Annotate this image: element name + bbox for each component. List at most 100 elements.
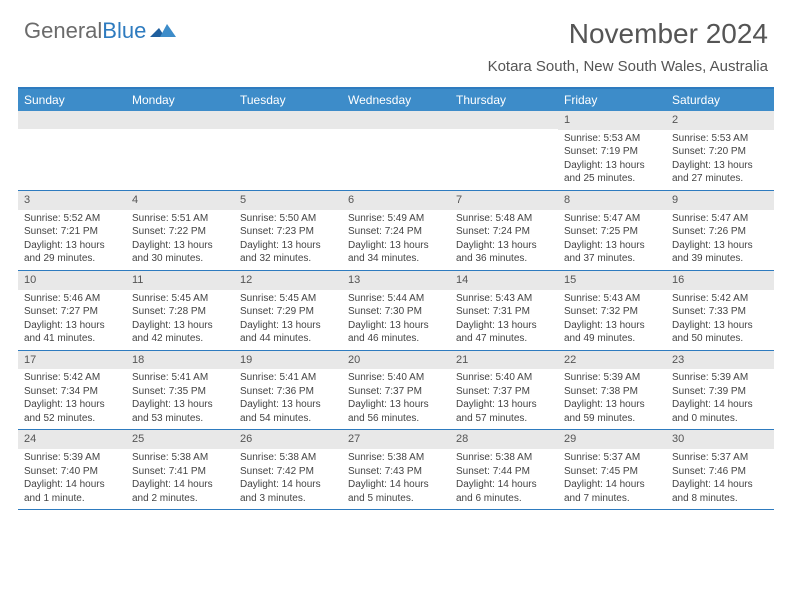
day-number: 7: [450, 191, 558, 210]
cell-line: Sunset: 7:45 PM: [564, 465, 660, 479]
calendar: Sunday Monday Tuesday Wednesday Thursday…: [18, 87, 774, 510]
day-number: 27: [342, 430, 450, 449]
calendar-cell: 16Sunrise: 5:42 AMSunset: 7:33 PMDayligh…: [666, 271, 774, 350]
cell-line: Daylight: 14 hours and 2 minutes.: [132, 478, 228, 505]
column-header: Saturday: [666, 89, 774, 111]
column-header: Thursday: [450, 89, 558, 111]
cell-line: Sunrise: 5:43 AM: [456, 292, 552, 306]
calendar-cell: 11Sunrise: 5:45 AMSunset: 7:28 PMDayligh…: [126, 271, 234, 350]
calendar-cell: 12Sunrise: 5:45 AMSunset: 7:29 PMDayligh…: [234, 271, 342, 350]
day-number: 13: [342, 271, 450, 290]
column-header: Wednesday: [342, 89, 450, 111]
cell-line: Daylight: 14 hours and 3 minutes.: [240, 478, 336, 505]
cell-body: Sunrise: 5:50 AMSunset: 7:23 PMDaylight:…: [234, 210, 342, 270]
cell-line: Sunset: 7:25 PM: [564, 225, 660, 239]
day-number: 14: [450, 271, 558, 290]
cell-body: Sunrise: 5:45 AMSunset: 7:28 PMDaylight:…: [126, 290, 234, 350]
calendar-cell: 18Sunrise: 5:41 AMSunset: 7:35 PMDayligh…: [126, 351, 234, 430]
empty-day: [18, 111, 126, 129]
calendar-cell: 22Sunrise: 5:39 AMSunset: 7:38 PMDayligh…: [558, 351, 666, 430]
calendar-cell: 9Sunrise: 5:47 AMSunset: 7:26 PMDaylight…: [666, 191, 774, 270]
cell-line: Daylight: 13 hours and 32 minutes.: [240, 239, 336, 266]
cell-line: Daylight: 13 hours and 57 minutes.: [456, 398, 552, 425]
calendar-row: 3Sunrise: 5:52 AMSunset: 7:21 PMDaylight…: [18, 191, 774, 271]
title-block: November 2024 Kotara South, New South Wa…: [488, 18, 768, 75]
cell-line: Sunrise: 5:38 AM: [348, 451, 444, 465]
cell-line: Sunset: 7:41 PM: [132, 465, 228, 479]
cell-line: Sunrise: 5:42 AM: [24, 371, 120, 385]
cell-body: Sunrise: 5:39 AMSunset: 7:39 PMDaylight:…: [666, 369, 774, 429]
cell-line: Sunset: 7:33 PM: [672, 305, 768, 319]
cell-line: Sunrise: 5:39 AM: [564, 371, 660, 385]
calendar-cell: 27Sunrise: 5:38 AMSunset: 7:43 PMDayligh…: [342, 430, 450, 509]
cell-line: Sunrise: 5:47 AM: [672, 212, 768, 226]
cell-line: Daylight: 13 hours and 50 minutes.: [672, 319, 768, 346]
cell-line: Daylight: 13 hours and 37 minutes.: [564, 239, 660, 266]
calendar-cell: 7Sunrise: 5:48 AMSunset: 7:24 PMDaylight…: [450, 191, 558, 270]
cell-line: Sunset: 7:31 PM: [456, 305, 552, 319]
cell-line: Sunrise: 5:41 AM: [240, 371, 336, 385]
cell-line: Daylight: 14 hours and 0 minutes.: [672, 398, 768, 425]
cell-line: Sunrise: 5:45 AM: [132, 292, 228, 306]
cell-line: Sunrise: 5:39 AM: [24, 451, 120, 465]
cell-body: Sunrise: 5:39 AMSunset: 7:38 PMDaylight:…: [558, 369, 666, 429]
cell-line: Sunset: 7:32 PM: [564, 305, 660, 319]
calendar-cell: 3Sunrise: 5:52 AMSunset: 7:21 PMDaylight…: [18, 191, 126, 270]
cell-line: Sunrise: 5:50 AM: [240, 212, 336, 226]
cell-line: Sunset: 7:28 PM: [132, 305, 228, 319]
calendar-cell: 2Sunrise: 5:53 AMSunset: 7:20 PMDaylight…: [666, 111, 774, 190]
calendar-cell: 4Sunrise: 5:51 AMSunset: 7:22 PMDaylight…: [126, 191, 234, 270]
cell-body: Sunrise: 5:43 AMSunset: 7:32 PMDaylight:…: [558, 290, 666, 350]
calendar-cell: [234, 111, 342, 190]
cell-line: Sunrise: 5:39 AM: [672, 371, 768, 385]
cell-line: Daylight: 14 hours and 7 minutes.: [564, 478, 660, 505]
day-number: 16: [666, 271, 774, 290]
cell-line: Daylight: 13 hours and 27 minutes.: [672, 159, 768, 186]
calendar-cell: 15Sunrise: 5:43 AMSunset: 7:32 PMDayligh…: [558, 271, 666, 350]
calendar-body: 1Sunrise: 5:53 AMSunset: 7:19 PMDaylight…: [18, 111, 774, 510]
day-number: 24: [18, 430, 126, 449]
cell-line: Daylight: 13 hours and 56 minutes.: [348, 398, 444, 425]
day-number: 30: [666, 430, 774, 449]
day-number: 9: [666, 191, 774, 210]
calendar-cell: 13Sunrise: 5:44 AMSunset: 7:30 PMDayligh…: [342, 271, 450, 350]
cell-line: Sunset: 7:20 PM: [672, 145, 768, 159]
calendar-cell: 10Sunrise: 5:46 AMSunset: 7:27 PMDayligh…: [18, 271, 126, 350]
cell-line: Daylight: 13 hours and 46 minutes.: [348, 319, 444, 346]
cell-line: Sunrise: 5:52 AM: [24, 212, 120, 226]
calendar-header-row: Sunday Monday Tuesday Wednesday Thursday…: [18, 89, 774, 111]
cell-body: Sunrise: 5:37 AMSunset: 7:46 PMDaylight:…: [666, 449, 774, 509]
cell-line: Sunset: 7:22 PM: [132, 225, 228, 239]
cell-line: Daylight: 13 hours and 59 minutes.: [564, 398, 660, 425]
cell-line: Sunset: 7:38 PM: [564, 385, 660, 399]
cell-line: Sunrise: 5:53 AM: [672, 132, 768, 146]
day-number: 19: [234, 351, 342, 370]
cell-line: Daylight: 13 hours and 47 minutes.: [456, 319, 552, 346]
day-number: 10: [18, 271, 126, 290]
calendar-cell: [450, 111, 558, 190]
cell-line: Sunset: 7:39 PM: [672, 385, 768, 399]
cell-body: Sunrise: 5:46 AMSunset: 7:27 PMDaylight:…: [18, 290, 126, 350]
day-number: 4: [126, 191, 234, 210]
cell-line: Sunset: 7:40 PM: [24, 465, 120, 479]
cell-line: Daylight: 13 hours and 49 minutes.: [564, 319, 660, 346]
column-header: Monday: [126, 89, 234, 111]
cell-line: Daylight: 13 hours and 52 minutes.: [24, 398, 120, 425]
day-number: 28: [450, 430, 558, 449]
cell-line: Daylight: 13 hours and 25 minutes.: [564, 159, 660, 186]
logo-text-blue: Blue: [102, 18, 146, 44]
calendar-row: 1Sunrise: 5:53 AMSunset: 7:19 PMDaylight…: [18, 111, 774, 191]
cell-line: Sunrise: 5:41 AM: [132, 371, 228, 385]
cell-line: Sunrise: 5:37 AM: [672, 451, 768, 465]
cell-line: Daylight: 14 hours and 6 minutes.: [456, 478, 552, 505]
day-number: 8: [558, 191, 666, 210]
calendar-cell: 6Sunrise: 5:49 AMSunset: 7:24 PMDaylight…: [342, 191, 450, 270]
cell-line: Sunrise: 5:51 AM: [132, 212, 228, 226]
calendar-row: 10Sunrise: 5:46 AMSunset: 7:27 PMDayligh…: [18, 271, 774, 351]
cell-body: Sunrise: 5:47 AMSunset: 7:25 PMDaylight:…: [558, 210, 666, 270]
cell-line: Daylight: 13 hours and 39 minutes.: [672, 239, 768, 266]
calendar-cell: 21Sunrise: 5:40 AMSunset: 7:37 PMDayligh…: [450, 351, 558, 430]
cell-body: Sunrise: 5:52 AMSunset: 7:21 PMDaylight:…: [18, 210, 126, 270]
column-header: Tuesday: [234, 89, 342, 111]
calendar-cell: 25Sunrise: 5:38 AMSunset: 7:41 PMDayligh…: [126, 430, 234, 509]
